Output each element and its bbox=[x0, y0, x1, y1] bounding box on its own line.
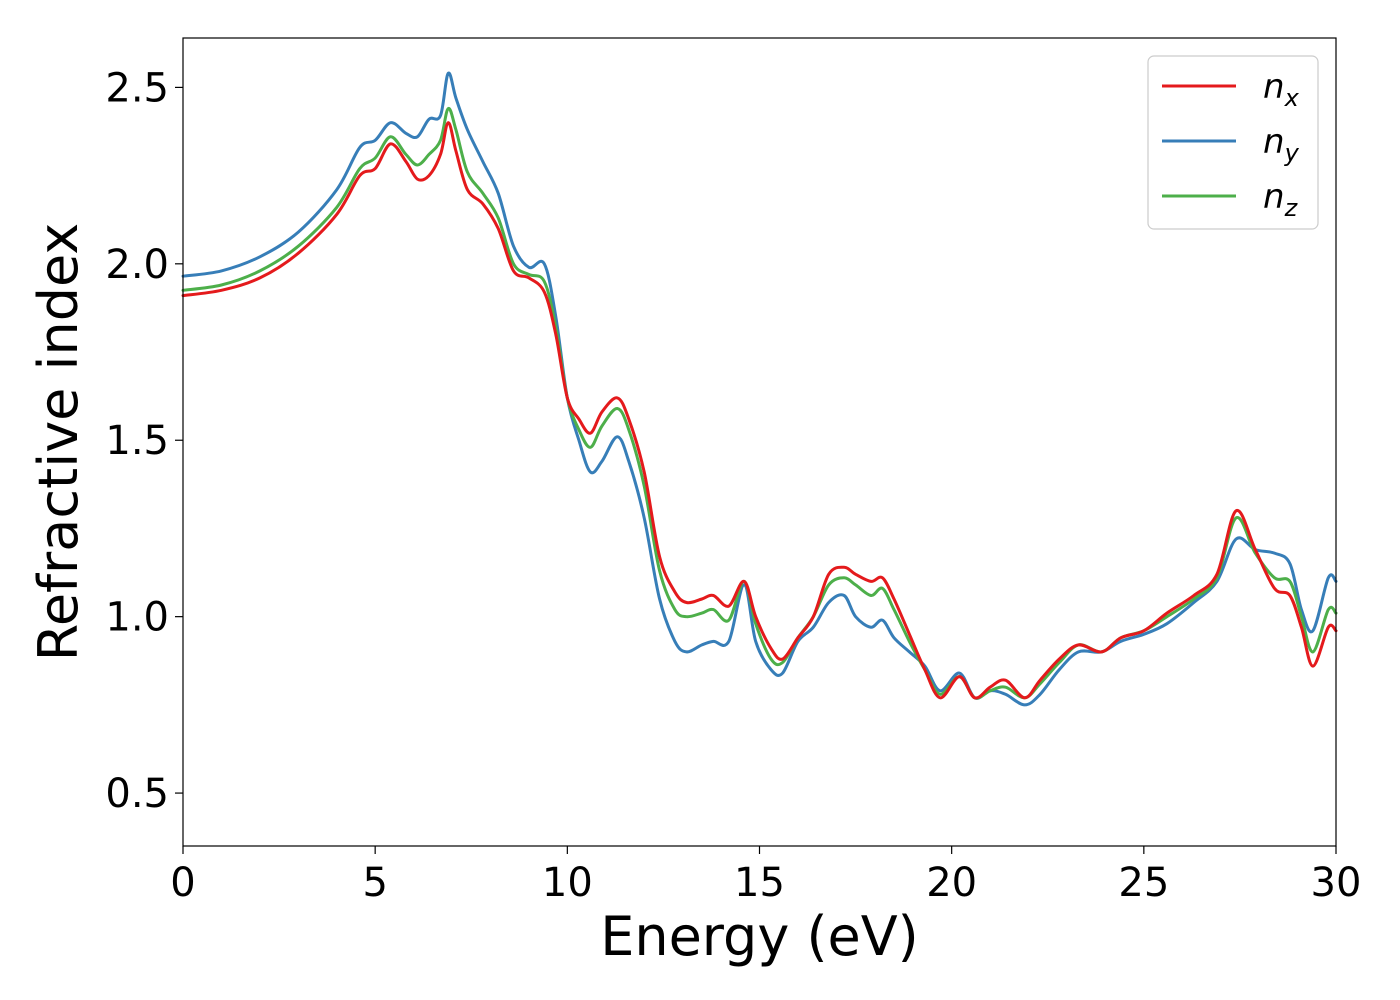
y-axis-title: Refractive index bbox=[27, 223, 90, 662]
x-tick-label: 5 bbox=[362, 860, 387, 906]
y-tick-label: 1.0 bbox=[105, 595, 169, 641]
x-tick-label: 10 bbox=[542, 860, 593, 906]
y-tick-label: 2.5 bbox=[105, 65, 169, 111]
x-tick-label: 25 bbox=[1118, 860, 1169, 906]
x-tick-label: 15 bbox=[734, 860, 785, 906]
x-tick-label: 20 bbox=[926, 860, 977, 906]
legend-label-base: n bbox=[1263, 177, 1285, 217]
series-line-nx bbox=[181, 121, 1338, 700]
y-tick-label: 1.5 bbox=[105, 418, 169, 464]
legend-label-ny: ny bbox=[1263, 122, 1300, 167]
legend-label-base: n bbox=[1263, 67, 1285, 107]
legend-label-base: n bbox=[1263, 122, 1285, 162]
y-tick-label: 2.0 bbox=[105, 242, 169, 288]
x-tick-label: 30 bbox=[1311, 860, 1362, 906]
x-axis-title: Energy (eV) bbox=[600, 905, 919, 968]
series-layer bbox=[181, 71, 1338, 707]
x-tick-label: 0 bbox=[170, 860, 195, 906]
series-line-ny bbox=[181, 71, 1338, 707]
legend-label-nx: nx bbox=[1263, 67, 1300, 112]
legend-label-nz: nz bbox=[1263, 177, 1299, 222]
x-axis: 0 5 10 15 20 25 30 bbox=[170, 846, 1361, 906]
legend-label-subscript: y bbox=[1284, 139, 1300, 167]
legend-label-subscript: x bbox=[1284, 84, 1300, 112]
legend-label-subscript: z bbox=[1284, 194, 1299, 222]
plot-background bbox=[183, 38, 1336, 846]
y-axis: 0.5 1.0 1.5 2.0 2.5 bbox=[105, 65, 183, 817]
y-tick-label: 0.5 bbox=[105, 771, 169, 817]
